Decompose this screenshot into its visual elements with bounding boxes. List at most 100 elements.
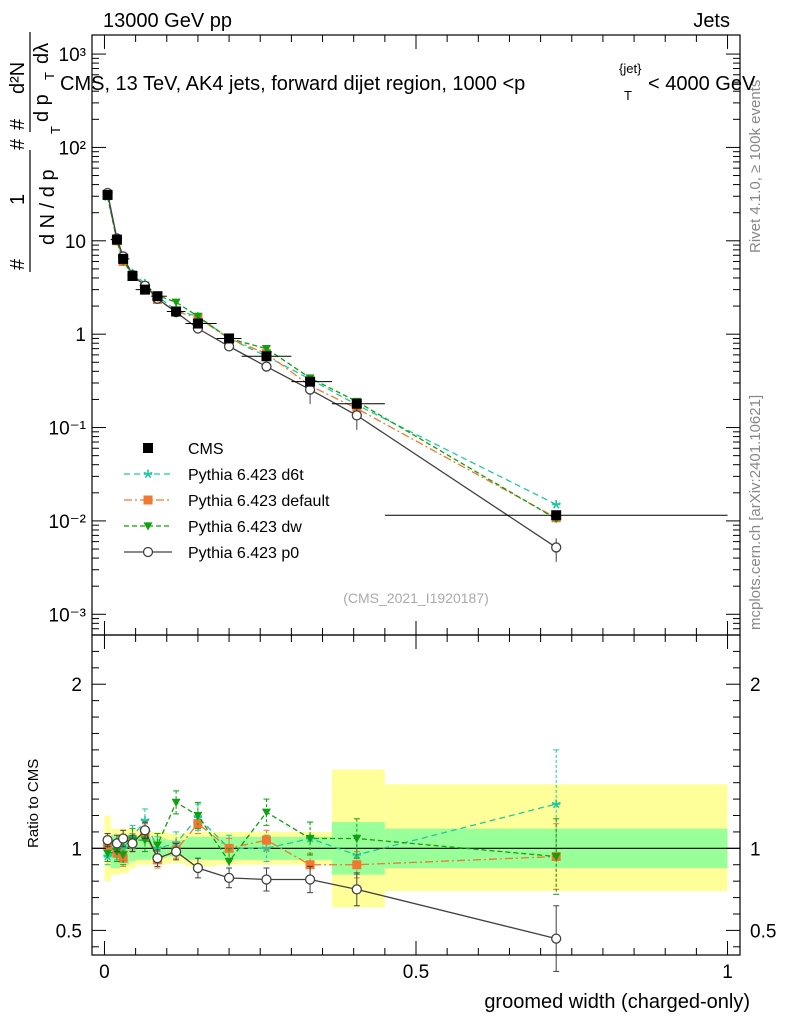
ratio-point-dw — [352, 834, 362, 843]
ylabel-dpt-sub: T — [42, 72, 57, 80]
upper-y-tick-label: 1 — [75, 325, 86, 346]
point-cms — [261, 351, 272, 362]
series-line-p0 — [106, 192, 557, 548]
ratio-point-p0 — [304, 874, 316, 885]
legend-marker-dw — [143, 522, 153, 531]
ratio-point-p0 — [261, 874, 272, 885]
point-d6t — [551, 499, 561, 509]
point-cms — [171, 306, 182, 317]
legend-marker-cms — [143, 443, 153, 453]
main-title-tail: < 4000 GeV — [648, 73, 756, 95]
ylabel-dn-sub: T — [48, 126, 63, 134]
lower-y-tick-label-left: 2 — [71, 675, 82, 696]
lower-panel: 0.5 0.5 1 1 2 2 0 0.5 1 — [56, 634, 776, 983]
ratio-point-p0 — [223, 872, 235, 884]
legend-label-default: Pythia 6.423 default — [188, 493, 330, 510]
ylabel-one: 1 — [7, 194, 29, 205]
point-cms — [224, 333, 235, 344]
legend-marker-d6t — [143, 469, 153, 479]
upper-y-tick-label: 10⁻² — [49, 512, 87, 533]
ratio-point-p0 — [118, 833, 129, 844]
series-d6t — [103, 192, 561, 509]
ratio-point-p0 — [152, 853, 163, 864]
x-tick-label: 1 — [722, 962, 733, 983]
ylabel-dn: d N / d p — [37, 169, 59, 245]
point-cms — [192, 318, 203, 329]
mcplots-label: mcplots.cern.ch [arXiv:2401.10621] — [747, 395, 764, 630]
ratio-point-p0 — [170, 846, 182, 857]
ratio-point-p0 — [351, 884, 362, 895]
upper-y-tick-label: 10⁻¹ — [49, 419, 87, 440]
series-dw — [103, 192, 561, 524]
point-cms — [118, 253, 129, 264]
lower-y-tick-label-left: 1 — [71, 839, 82, 860]
ylabel-d2n: d²N — [7, 62, 29, 94]
point-cms — [305, 376, 316, 387]
upper-ylabel: # 1 # d N / d p T # d²N d p T dλ — [7, 32, 63, 272]
ylabel-dpt: d p — [31, 94, 53, 122]
ratio-point-dw — [551, 852, 561, 862]
lower-ylabel: Ratio to CMS — [25, 759, 42, 848]
lower-y-tick-label-right: 2 — [750, 675, 761, 696]
upper-y-tick-label: 10³ — [59, 45, 86, 66]
point-dw — [171, 298, 181, 307]
series-line-d6t — [106, 196, 557, 506]
ratio-point-p0 — [102, 834, 113, 846]
ratio-point-p0 — [551, 933, 562, 944]
header-right: Jets — [693, 10, 730, 32]
upper-y-tick-label: 10 — [65, 232, 86, 253]
ratio-point-dw — [152, 841, 162, 850]
rivet-label: Rivet 4.1.0, ≥ 100k events — [747, 80, 764, 253]
point-p0 — [551, 542, 562, 553]
ratio-series-dw — [103, 790, 561, 895]
x-tick-label: 0 — [99, 962, 110, 983]
ratio-point-p0 — [139, 825, 151, 836]
lower-y-tick-label-left: 0.5 — [56, 921, 82, 942]
ratio-point-dw — [171, 798, 181, 807]
ratio-point-dw — [261, 808, 271, 817]
ratio-point-p0 — [127, 838, 138, 849]
series-line-default — [106, 194, 557, 519]
point-p0 — [351, 410, 362, 421]
upper-y-tick-label: 10⁻³ — [49, 605, 87, 626]
lower-y-tick-label-right: 0.5 — [750, 921, 776, 942]
ratio-point-default — [305, 860, 315, 870]
upper-panel: 10⁻³ 10⁻² 10⁻¹ 1 10 10² 10³ CMS Pythia 6.423 d6t… — [49, 34, 741, 636]
ylabel-hash-bottom: # — [7, 258, 29, 270]
ratio-point-dw — [193, 811, 203, 821]
series-p0 — [102, 187, 562, 562]
point-cms — [152, 291, 163, 302]
point-p0 — [261, 361, 272, 372]
legend-label-dw: Pythia 6.423 dw — [188, 519, 302, 536]
point-cms — [102, 189, 113, 200]
ratio-point-d6t — [551, 799, 561, 809]
ylabel-dlambda: dλ — [31, 43, 53, 64]
ratio-point-dw — [224, 857, 234, 866]
main-title-sup: {jet} — [619, 61, 642, 76]
point-cms — [111, 234, 122, 245]
point-cms — [351, 398, 362, 409]
point-dw — [193, 312, 203, 321]
legend-marker-default — [143, 495, 153, 505]
point-dw — [261, 345, 271, 354]
series-cms — [102, 189, 728, 521]
x-tick-label: 0.5 — [403, 962, 429, 983]
legend: CMS Pythia 6.423 d6t Pythia 6.423 default P… — [124, 441, 330, 562]
legend-label-d6t: Pythia 6.423 d6t — [188, 467, 304, 484]
ratio-series-p0 — [102, 821, 562, 972]
point-cms — [551, 510, 562, 521]
lower-y-tick-label-right: 1 — [750, 839, 761, 860]
x-axis-label: groomed width (charged-only) — [484, 991, 750, 1013]
ratio-point-dw — [118, 851, 128, 860]
main-title-sub: T — [624, 88, 632, 103]
ratio-point-dw — [103, 849, 113, 858]
main-title-text: CMS, 13 TeV, AK4 jets, forward dijet reg… — [60, 73, 525, 95]
point-cms — [139, 284, 150, 295]
main-title: CMS, 13 TeV, AK4 jets, forward dijet reg… — [60, 61, 756, 103]
legend-marker-p0 — [142, 546, 154, 558]
ylabel-hash-mid: # — [7, 118, 29, 130]
legend-label-cms: CMS — [188, 441, 224, 458]
ratio-point-default — [352, 860, 362, 870]
ratio-point-dw — [305, 834, 315, 843]
